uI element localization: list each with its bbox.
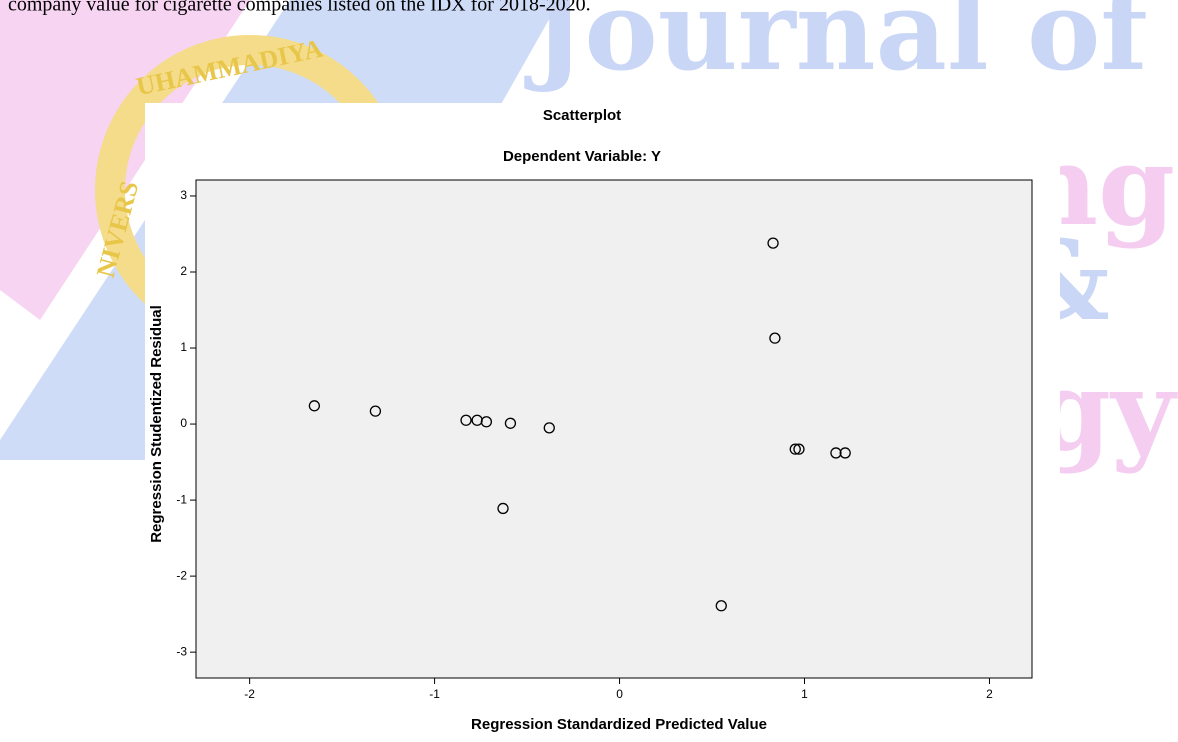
watermark-text: Journal of [523,0,1154,95]
x-tick-label: -2 [244,687,255,701]
y-tick-label: -1 [176,492,187,506]
y-axis-label: Regression Studentized Residual [148,305,165,543]
x-axis-label: Regression Standardized Predicted Value [471,716,767,733]
chart-subtitle: Dependent Variable: Y [503,148,661,165]
plot-area [196,180,1032,678]
x-tick-label: 1 [801,687,808,701]
y-tick-label: -3 [176,644,187,658]
y-tick-label: -2 [176,568,187,582]
page: UHAMMADIYA NIVERS Journal of ing & ogy c… [0,0,1178,742]
x-tick-label: 0 [616,687,623,701]
chart-title: Scatterplot [543,107,621,124]
y-tick-label: 0 [180,416,187,430]
y-tick-label: 1 [180,340,187,354]
x-tick-label: -1 [429,687,440,701]
x-tick-label: 2 [986,687,993,701]
y-tick-label: 3 [180,188,187,202]
y-tick-label: 2 [180,264,187,278]
body-text: company value for cigarette companies li… [8,0,591,16]
